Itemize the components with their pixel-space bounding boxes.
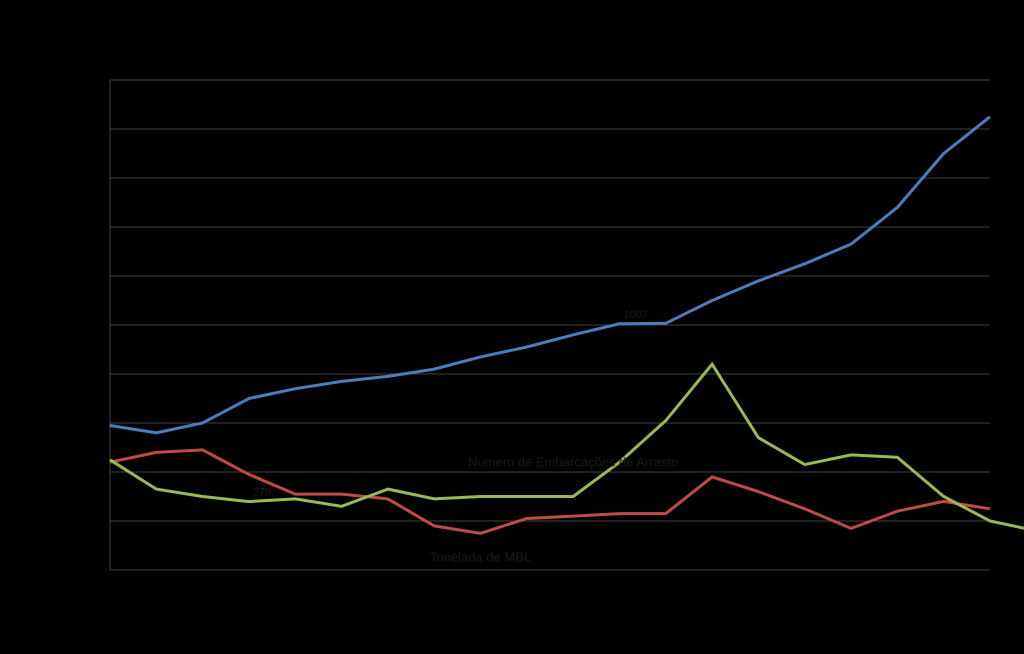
series-s1 — [110, 117, 990, 433]
series-s3 — [110, 364, 1024, 531]
point-label: 279 — [253, 487, 271, 499]
series-label-s3: Número de Embarcações de Arrasto — [468, 455, 678, 470]
point-label: 1007 — [623, 309, 647, 321]
line-chart: 1007 Tonelada de MBL 279 Número de Embarcaç… — [0, 0, 1024, 654]
series-label-s2: Tonelada de MBL — [430, 549, 531, 564]
